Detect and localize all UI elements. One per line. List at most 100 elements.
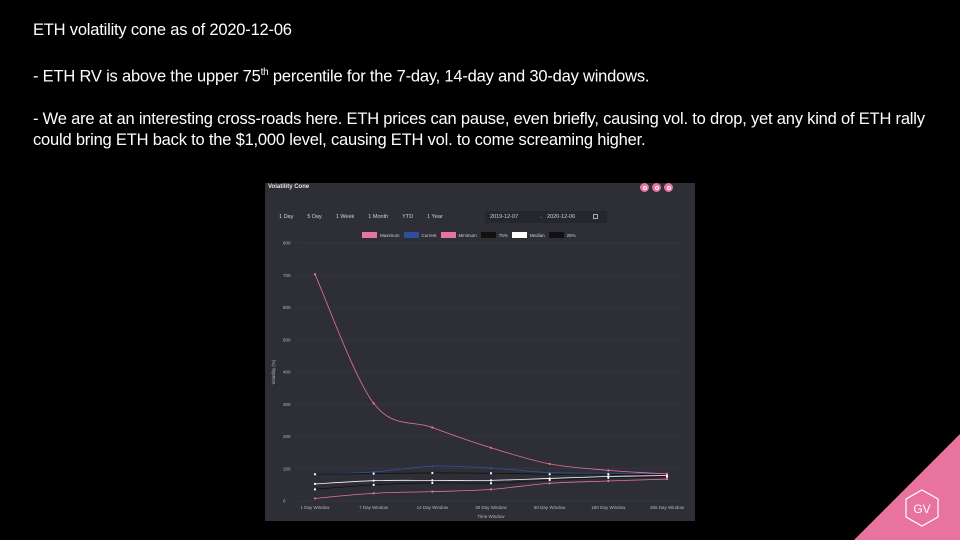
legend-label: 25% xyxy=(566,232,576,238)
date-from[interactable]: 2019-12-07 xyxy=(490,214,519,220)
download-icon[interactable] xyxy=(664,183,673,192)
data-point xyxy=(548,471,551,474)
y-tick-label: 800 xyxy=(283,241,291,246)
data-point xyxy=(489,482,493,485)
brand-corner xyxy=(854,434,960,540)
x-tick-label: 30 Day Window xyxy=(475,505,507,510)
data-point xyxy=(489,479,493,482)
chart-legend: Maximum Current Minimum 75% Median 25% xyxy=(362,232,580,238)
legend-label: Median xyxy=(529,232,545,238)
x-tick-label: 7 Day Window xyxy=(359,505,389,510)
legend-swatch xyxy=(403,232,419,238)
data-point xyxy=(431,426,434,429)
data-point xyxy=(548,462,551,466)
legend-swatch xyxy=(440,232,456,238)
panel-toolbar xyxy=(640,183,673,192)
legend-label: Current xyxy=(421,232,437,238)
panel-title: Volatility Cone xyxy=(268,184,310,190)
legend-label: Maximum xyxy=(380,232,400,238)
y-tick-label: 700 xyxy=(283,273,291,278)
range-1-year[interactable]: 1 Year xyxy=(427,214,443,220)
bullet-crossroads: - We are at an interesting cross-roads h… xyxy=(33,109,925,149)
y-tick-label: 600 xyxy=(283,305,291,310)
legend-item[interactable]: Median xyxy=(511,232,545,238)
range-ytd[interactable]: YTD xyxy=(402,214,414,220)
bullet-rv: - ETH RV is above the upper 75th percent… xyxy=(33,62,933,88)
data-point xyxy=(489,467,493,470)
data-point xyxy=(489,446,493,449)
date-to[interactable]: 2020-12-06 xyxy=(547,214,576,220)
data-point xyxy=(431,471,434,475)
bullet-rv-post: percentile for the 7-day, 14-day and 30-… xyxy=(268,67,650,86)
data-point xyxy=(431,465,434,468)
calendar-icon[interactable] xyxy=(593,214,598,219)
data-point xyxy=(372,470,375,474)
x-tick-label: 1 Day Window xyxy=(300,505,330,510)
bullet-rv-pre: - ETH RV is above the upper 75 xyxy=(33,67,261,86)
data-point xyxy=(431,479,434,482)
y-axis-label: Volatility (%) xyxy=(271,359,276,384)
y-tick-label: 100 xyxy=(283,466,291,471)
data-point xyxy=(372,402,375,405)
data-point xyxy=(372,479,375,482)
x-tick-label: 365 Day Window xyxy=(650,505,685,510)
data-point xyxy=(548,482,551,485)
legend-item[interactable]: 75% xyxy=(480,232,508,238)
range-1-month[interactable]: 1 Month xyxy=(368,214,389,220)
series-line-maximum xyxy=(314,274,668,475)
legend-swatch xyxy=(480,232,496,238)
data-point xyxy=(665,472,669,476)
volatility-cone-chart: 0 100 200 300 400 500 600 700 800 1 Day Window 7 D… xyxy=(271,241,685,519)
x-tick-label: 60 Day Window xyxy=(534,505,566,510)
refresh-icon[interactable] xyxy=(640,183,649,192)
range-1-day[interactable]: 1 Day xyxy=(279,214,294,220)
legend-swatch xyxy=(511,232,527,238)
data-point xyxy=(665,477,669,481)
gv-logo-text: GV xyxy=(913,502,930,516)
data-point xyxy=(607,473,610,476)
data-point xyxy=(607,479,610,483)
data-point xyxy=(548,478,551,482)
legend-swatch xyxy=(548,232,564,238)
data-point xyxy=(548,473,551,476)
range-selector: 1 Day 5 Day 1 Week 1 Month YTD 1 Year xyxy=(279,214,457,220)
date-range-picker[interactable]: 2019-12-07 → 2020-12-06 xyxy=(485,211,607,223)
settings-icon[interactable] xyxy=(652,183,661,192)
range-1-week[interactable]: 1 Week xyxy=(335,214,355,220)
data-point xyxy=(607,475,610,478)
legend-item[interactable]: Minimum xyxy=(440,232,477,238)
data-point xyxy=(665,474,669,477)
data-point xyxy=(313,497,317,500)
data-point xyxy=(431,481,434,485)
data-point xyxy=(313,488,317,491)
data-point xyxy=(372,492,375,495)
gv-logo: GV xyxy=(905,489,939,527)
date-separator: → xyxy=(538,214,544,220)
x-axis-label: Time Window xyxy=(477,514,505,519)
range-5-day[interactable]: 5 Day xyxy=(307,214,322,220)
y-tick-label: 500 xyxy=(283,337,291,342)
data-point xyxy=(372,472,375,475)
data-point xyxy=(489,472,493,475)
data-point xyxy=(548,477,551,480)
y-tick-label: 200 xyxy=(283,434,291,439)
legend-item[interactable]: Maximum xyxy=(362,232,400,238)
data-point xyxy=(313,473,317,476)
data-point xyxy=(313,273,317,276)
y-tick-label: 0 xyxy=(283,499,286,504)
data-point xyxy=(431,490,434,493)
legend-item[interactable]: Current xyxy=(403,232,437,238)
data-point xyxy=(313,482,317,486)
y-tick-label: 300 xyxy=(283,402,291,407)
legend-label: Minimum xyxy=(458,232,477,238)
x-tick-label: 180 Day Window xyxy=(591,505,626,510)
y-tick-label: 400 xyxy=(283,370,291,375)
legend-item[interactable]: 25% xyxy=(548,232,576,238)
bullet-rv-sup: th xyxy=(260,67,269,78)
data-point xyxy=(489,488,493,491)
x-tick-label: 14 Day Window xyxy=(417,505,449,510)
legend-swatch xyxy=(362,232,377,238)
data-point xyxy=(607,469,610,472)
slide-text: ETH volatility cone as of 2020-12-06 - E… xyxy=(33,20,933,151)
legend-label: 75% xyxy=(498,232,508,238)
